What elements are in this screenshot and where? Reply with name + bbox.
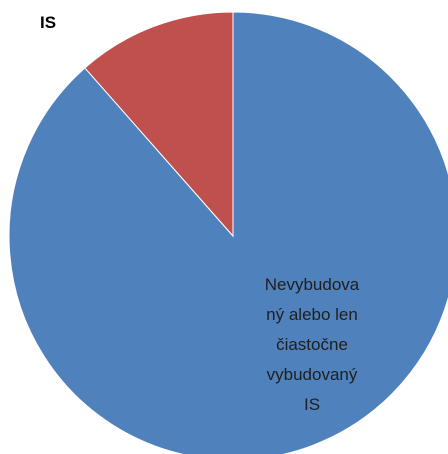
slice-1-label-line-1: IS (40, 13, 56, 32)
slices-layer (8, 11, 448, 454)
pie-slice-0 (8, 11, 448, 454)
labels-layer: Nevybudova ný alebo len čiastočne vybudovan… (40, 13, 360, 414)
slice-0-label-line-2: čiastočne (276, 335, 348, 354)
slice-0-label-line-1: ný alebo len (266, 305, 358, 324)
pie-slice-1 (84, 11, 234, 238)
slice-0-label-line-0: Nevybudova (265, 275, 360, 294)
slice-0-label-line-3: vybudovaný (267, 365, 358, 384)
slice-0-label-line-4: IS (304, 395, 320, 414)
